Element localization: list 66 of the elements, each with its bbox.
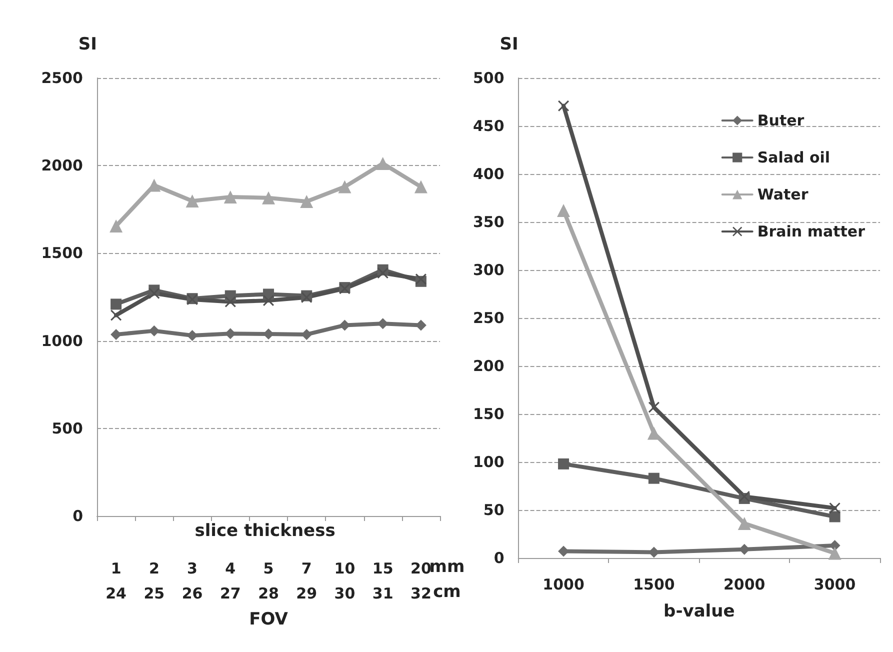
legend-label: Water [757, 186, 809, 204]
x-tick-label: 1000 [542, 576, 584, 594]
point [377, 268, 388, 278]
y-tick-label: 200 [473, 357, 504, 375]
y-tick-label: 50 [483, 501, 504, 519]
point [558, 100, 570, 112]
point [148, 325, 160, 336]
legend-label: Salad oil [757, 148, 830, 166]
x-axis-title: b-value [664, 602, 735, 622]
y-tick-label: 250 [473, 309, 504, 327]
point [186, 330, 198, 342]
y-tick-label: 2000 [41, 156, 83, 175]
point [557, 204, 570, 217]
y-tick-label: 100 [473, 453, 504, 471]
point [829, 511, 840, 522]
point [300, 195, 314, 208]
point [110, 298, 122, 310]
text: cm [433, 582, 461, 602]
point [828, 546, 842, 560]
point [224, 190, 237, 204]
x-tick-label: 3000 [814, 576, 856, 594]
y-tick-label: 1000 [41, 332, 83, 350]
x-tick-label: 7 29 [296, 560, 318, 602]
y-tick-label: 150 [473, 405, 504, 423]
y-tick-label: 1500 [41, 244, 83, 262]
x-tick-label: 20 32 [410, 560, 432, 602]
point [414, 180, 428, 194]
x-tick-label: 15 31 [372, 560, 394, 602]
x-tick-label: 2 25 [144, 560, 165, 602]
point [648, 472, 660, 484]
point [148, 288, 160, 299]
point [186, 194, 199, 208]
point [376, 157, 390, 170]
y-tick-label: 450 [473, 117, 504, 135]
point [738, 516, 751, 530]
x-tick-label: 1500 [633, 576, 675, 594]
point [110, 310, 122, 321]
y-tick-label: 0 [494, 549, 504, 567]
point [110, 220, 123, 233]
text: slice thickness [194, 521, 336, 541]
y-tick-label: 400 [473, 165, 504, 183]
x-tick-label: 2000 [723, 576, 766, 594]
point [648, 402, 660, 413]
point [558, 458, 570, 470]
y-axis-title: SI [78, 34, 97, 54]
y-tick-label: 500 [473, 69, 504, 87]
x-axis-title: FOV [249, 609, 289, 630]
y-tick-label: 350 [473, 213, 504, 231]
point [338, 180, 352, 194]
x-tick-label: 1 24 [106, 560, 126, 602]
legend-label: Brain matter [757, 222, 866, 240]
text: mm [429, 557, 465, 577]
x-tick-label: 3 26 [182, 560, 203, 602]
y-tick-label: 500 [52, 419, 83, 438]
y-tick-label: 2500 [41, 69, 83, 87]
y-tick-label: 300 [473, 261, 504, 279]
y-tick-label: 0 [72, 507, 83, 525]
x-tick-label: 5 28 [258, 560, 279, 602]
point [829, 502, 840, 514]
x-tick-label: 10 30 [334, 560, 356, 602]
x-tick-label: 4 27 [220, 560, 241, 602]
point [224, 296, 236, 308]
point [263, 295, 274, 306]
point [262, 191, 275, 204]
legend-label: Buter [757, 112, 805, 130]
y-axis-title: SI [500, 34, 518, 54]
